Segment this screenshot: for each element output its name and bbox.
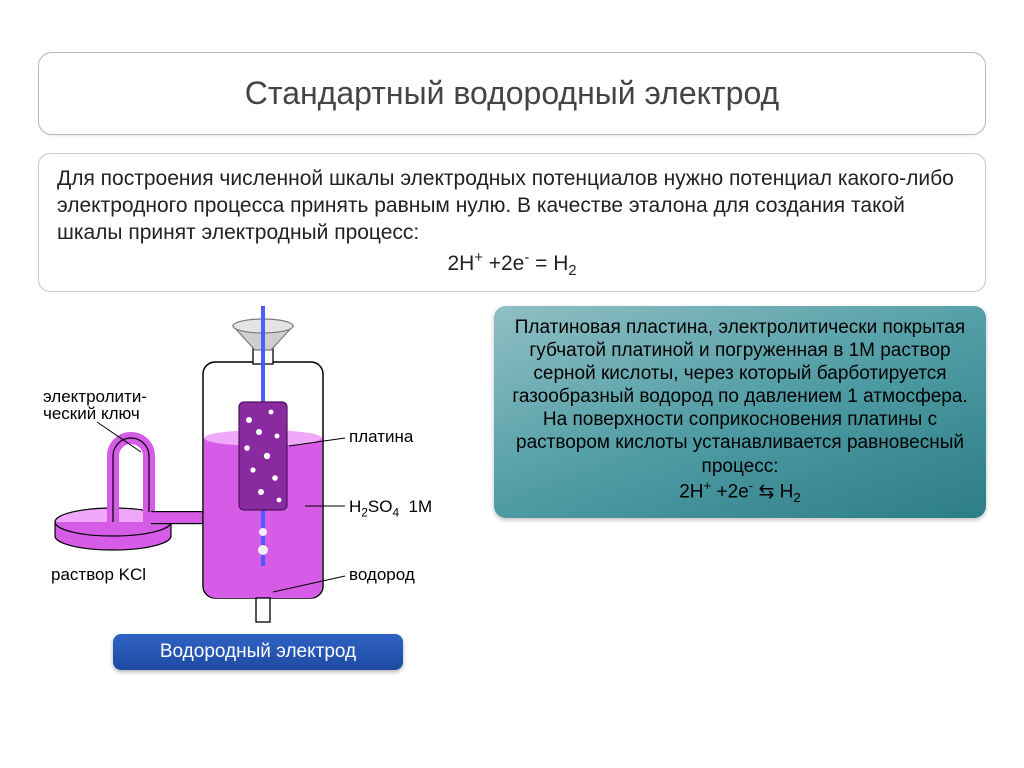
info-box: Платиновая пластина, электролитически по… [494, 306, 986, 519]
label-acid: H2SO4 1М [349, 498, 432, 519]
page-title: Стандартный водородный электрод [49, 75, 975, 112]
description-box: Для построения численной шкалы электродн… [38, 153, 986, 292]
info-paragraph-2: На поверхности соприкосновения платины с… [510, 408, 970, 478]
description-equation: 2H+ +2e- = H2 [57, 249, 967, 281]
label-electrolytic-key: электролити-ческий ключ [43, 388, 163, 424]
info-paragraph-1: Платиновая пластина, электролитически по… [510, 316, 970, 409]
title-box: Стандартный водородный электрод [38, 52, 986, 135]
info-equation: 2H+ +2e- ⇆ H2 [510, 478, 970, 506]
info-column: Платиновая пластина, электролитически по… [494, 306, 986, 670]
diagram-column: электролити-ческий ключ платина H2SO4 1М… [38, 306, 478, 670]
hydrogen-electrode-diagram: электролити-ческий ключ платина H2SO4 1М… [43, 306, 473, 626]
lower-row: электролити-ческий ключ платина H2SO4 1М… [38, 306, 986, 670]
diagram-caption: Водородный электрод [113, 634, 403, 670]
description-text: Для построения численной шкалы электродн… [57, 166, 967, 247]
label-platinum: платина [349, 428, 413, 446]
label-hydrogen: водород [349, 566, 415, 584]
label-kcl: раствор KCl [51, 566, 146, 584]
